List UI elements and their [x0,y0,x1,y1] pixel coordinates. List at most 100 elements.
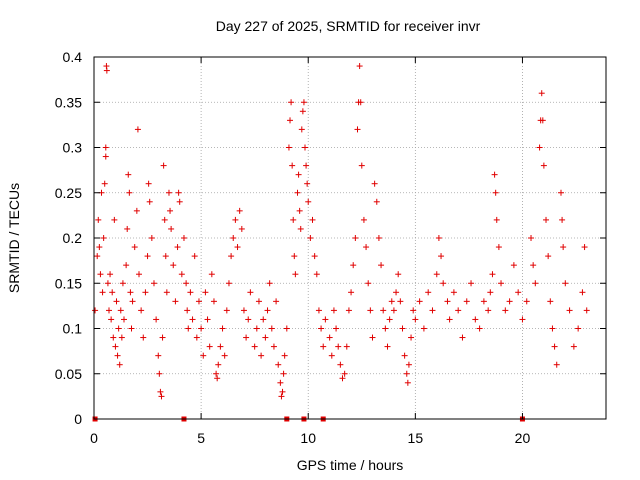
data-point [144,253,151,260]
data-point [390,307,397,314]
data-point [126,189,133,196]
data-point [238,225,245,232]
data-point [176,198,183,205]
data-point [558,189,565,196]
data-point [135,271,142,278]
data-point [399,325,406,332]
data-point [266,280,273,287]
data-point [581,244,588,251]
data-point [234,244,241,251]
data-point [131,244,138,251]
data-point [191,253,198,260]
data-point [539,117,546,124]
data-point [145,180,152,187]
data-point [543,216,550,223]
data-point [393,289,400,296]
data-point [378,262,385,269]
data-point [281,352,288,359]
data-point [523,298,530,305]
data-point [225,280,232,287]
data-point [515,289,522,296]
data-point [375,235,382,241]
data-point [228,253,235,260]
data-point [162,253,169,260]
data-point [547,298,554,305]
y-tick-label: 0.05 [55,366,82,382]
data-point [134,126,141,133]
data-point [97,271,104,278]
data-point [240,307,247,314]
data-point [303,162,310,169]
data-point [425,289,432,296]
data-point [289,162,296,169]
data-point [279,388,286,395]
data-point [99,289,106,296]
data-point [559,216,566,223]
data-point [492,189,499,196]
data-point [532,280,539,287]
data-point [96,244,103,251]
data-point [575,325,582,332]
data-point [403,370,410,377]
data-point [102,144,109,151]
data-point [491,171,498,178]
data-point [468,280,475,287]
data-point [540,162,547,169]
data-point [348,289,355,296]
data-point [215,361,222,368]
data-point [180,235,187,241]
data-point [125,171,132,178]
x-tick-label: 10 [300,430,316,446]
data-point [367,307,374,314]
data-point [247,289,254,296]
data-point [296,207,303,214]
data-point [412,316,419,323]
data-point [150,280,157,287]
data-point [363,244,370,251]
data-point [110,334,117,341]
data-point [95,216,102,223]
data-point [579,289,586,296]
data-point [371,180,378,187]
data-point [354,126,361,133]
data-point [213,370,220,377]
data-point [380,307,387,314]
data-point [519,316,526,323]
data-point [450,289,457,296]
data-point [206,343,213,350]
data-point [275,361,282,368]
data-point [219,325,226,332]
data-point [277,379,284,386]
data-point [92,307,99,314]
data-point [111,216,118,223]
data-point [264,307,271,314]
data-point [202,289,209,296]
data-point [330,307,337,314]
data-point [185,325,192,332]
data-point [94,253,101,260]
grid-lines [94,57,606,419]
data-point [113,298,120,305]
data-point [155,352,162,359]
y-tick-label: 0.35 [55,94,82,110]
data-point [476,325,483,332]
data-point [170,262,177,269]
data-point [295,171,302,178]
data-point [118,334,125,341]
data-point [420,325,427,332]
data-point [260,316,267,323]
data-point [268,325,275,332]
data-point [214,375,221,382]
y-tick-label: 0.1 [63,321,83,337]
data-point [341,370,348,377]
y-axis-title: SRMTID / TECUs [6,183,22,293]
data-point [270,343,277,350]
data-point [230,235,237,241]
data-point [119,280,126,287]
data-point [489,271,496,278]
data-point [345,307,352,314]
data-point [251,343,258,350]
data-point [208,271,215,278]
data-point [133,207,140,214]
data-point [103,67,110,74]
